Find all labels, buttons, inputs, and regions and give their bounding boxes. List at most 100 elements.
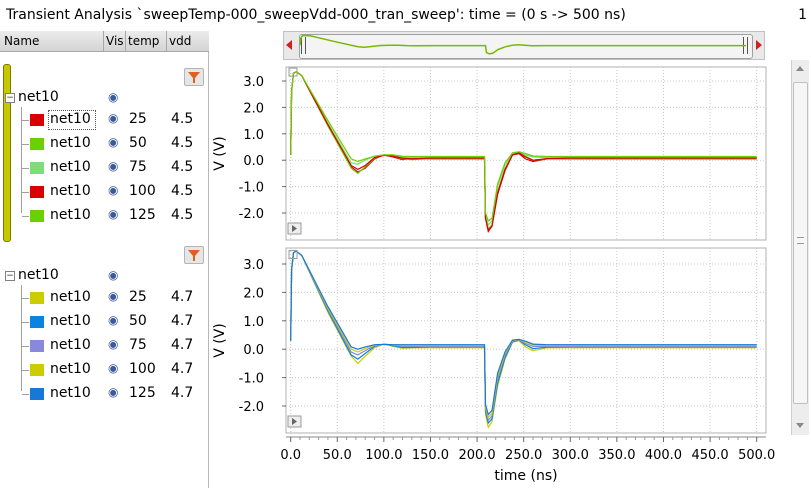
scroll-up-arrow[interactable]	[796, 66, 804, 71]
temp-value: 100	[129, 361, 156, 377]
eye-icon[interactable]: ◉	[108, 90, 119, 104]
x-tick-label: 50.0	[323, 448, 352, 463]
x-tick-label: 300.0	[552, 448, 589, 463]
color-swatch	[30, 210, 44, 222]
signal-label: net10	[50, 207, 91, 223]
signal-label: net10	[50, 135, 91, 151]
signal-label: net10	[50, 289, 91, 305]
plot-panel-2: 3.0 2.0 1.0 0.0 -1.0 -2.0 V (V)	[212, 247, 767, 434]
vdd-value: 4.7	[171, 361, 194, 377]
eye-icon[interactable]: ◉	[108, 361, 119, 375]
x-tick-label: 350.0	[598, 448, 635, 463]
y-tick-label: 1.0	[243, 128, 264, 143]
column-vdd[interactable]: vdd	[169, 34, 192, 48]
scroll-left-arrow[interactable]	[286, 40, 292, 50]
vdd-value: 4.5	[171, 207, 194, 223]
vertical-scrollbar[interactable]	[791, 60, 809, 435]
color-swatch	[30, 114, 44, 126]
x-tick-label: 0.0	[280, 448, 301, 463]
column-temp[interactable]: temp	[128, 34, 160, 48]
y-tick-label: 0.0	[243, 154, 264, 169]
series-line-125	[290, 71, 757, 222]
signal-row[interactable]: net10 ◉ 125 4.7	[0, 383, 208, 405]
eye-icon[interactable]: ◉	[108, 111, 119, 125]
eye-icon[interactable]: ◉	[108, 159, 119, 173]
scroll-down-arrow[interactable]	[796, 423, 804, 428]
group-selection-bar[interactable]	[3, 64, 11, 242]
x-axis-label: time (ns)	[494, 468, 557, 484]
eye-icon[interactable]: ◉	[108, 268, 119, 282]
eye-icon[interactable]: ◉	[108, 207, 119, 221]
x-tick-label: 100.0	[365, 448, 402, 463]
color-swatch	[30, 162, 44, 174]
y-tick-label: -2.0	[239, 207, 264, 222]
group-label[interactable]: net10	[18, 89, 59, 105]
eye-icon[interactable]: ◉	[108, 385, 119, 399]
column-name[interactable]: Name	[4, 34, 40, 48]
x-tick-label: 450.0	[691, 448, 728, 463]
plot-area	[285, 247, 767, 434]
signal-label: net10	[50, 159, 91, 175]
y-tick-label: 0.0	[243, 343, 264, 358]
signal-label: net10	[50, 337, 91, 353]
signal-row[interactable]: net10 ◉ 75 4.7	[0, 335, 208, 357]
plot-panel-1: 3.0 2.0 1.0 0.0 -1.0 -2.0 V (V)	[212, 66, 767, 241]
signal-row[interactable]: net10 ◉ 25 4.5	[0, 109, 208, 131]
vertical-scroll-thumb[interactable]	[793, 82, 808, 404]
collapse-icon[interactable]: −	[5, 93, 15, 103]
color-swatch	[30, 388, 44, 400]
x-tick-label: 150.0	[412, 448, 449, 463]
signal-label: net10	[50, 385, 91, 401]
color-swatch	[30, 364, 44, 376]
eye-icon[interactable]: ◉	[108, 313, 119, 327]
signal-row[interactable]: net10 ◉ 100 4.5	[0, 181, 208, 203]
scroll-right-arrow[interactable]	[756, 40, 762, 50]
play-icon	[292, 418, 297, 425]
x-tick-label: 250.0	[505, 448, 542, 463]
color-swatch	[30, 138, 44, 150]
signal-row[interactable]: net10 ◉ 50 4.7	[0, 311, 208, 333]
signal-label: net10	[50, 361, 91, 377]
eye-icon[interactable]: ◉	[108, 183, 119, 197]
signal-label: net10	[48, 110, 96, 130]
eye-icon[interactable]: ◉	[108, 337, 119, 351]
column-vis[interactable]: Vis	[106, 34, 124, 48]
color-swatch	[30, 340, 44, 352]
filter-icon[interactable]	[184, 246, 204, 264]
marker-square	[288, 67, 298, 77]
column-header: Name Vis temp vdd	[0, 31, 209, 52]
eye-icon[interactable]: ◉	[108, 135, 119, 149]
vdd-value: 4.5	[171, 135, 194, 151]
temp-value: 100	[129, 183, 156, 199]
y-tick-label: -1.0	[239, 372, 264, 387]
vdd-value: 4.5	[171, 111, 194, 127]
color-swatch	[30, 292, 44, 304]
vdd-value: 4.7	[171, 337, 194, 353]
signal-row[interactable]: net10 ◉ 125 4.5	[0, 205, 208, 227]
x-tick-label: 400.0	[645, 448, 682, 463]
signal-label: net10	[50, 313, 91, 329]
vdd-value: 4.7	[171, 289, 194, 305]
vdd-value: 4.5	[171, 159, 194, 175]
signal-list-panel: Name Vis temp vdd − net10 ◉ net10 ◉ 25 4.5 net1…	[0, 31, 209, 488]
y-tick-label: 2.0	[243, 101, 264, 116]
signal-row[interactable]: net10 ◉ 100 4.7	[0, 359, 208, 381]
vdd-value: 4.5	[171, 183, 194, 199]
signal-row[interactable]: net10 ◉ 50 4.5	[0, 133, 208, 155]
series-line-100	[290, 71, 757, 232]
signal-row[interactable]: net10 ◉ 25 4.7	[0, 287, 208, 309]
temp-value: 25	[129, 289, 147, 305]
vdd-value: 4.7	[171, 313, 194, 329]
signal-row[interactable]: net10 ◉ 75 4.5	[0, 157, 208, 179]
y-axis-label: V (V)	[212, 323, 228, 358]
filter-icon[interactable]	[184, 68, 204, 86]
group-label[interactable]: net10	[18, 267, 59, 283]
series-line-125	[290, 250, 757, 416]
temp-value: 75	[129, 337, 147, 353]
color-swatch	[30, 186, 44, 198]
collapse-icon[interactable]: −	[5, 271, 15, 281]
y-tick-label: -1.0	[239, 181, 264, 196]
y-tick-label: 2.0	[243, 286, 264, 301]
eye-icon[interactable]: ◉	[108, 289, 119, 303]
